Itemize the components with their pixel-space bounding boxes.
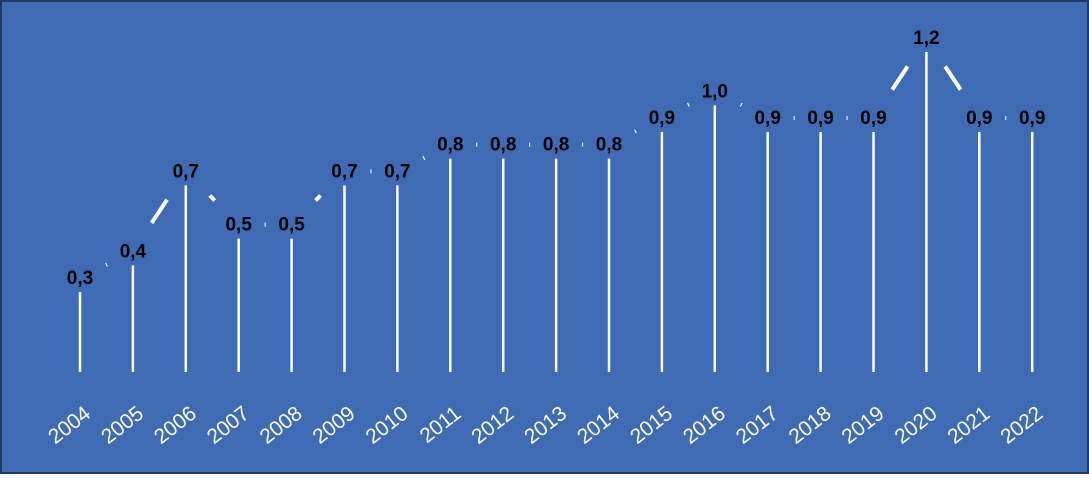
value-label-2007: 0,5 bbox=[225, 215, 252, 236]
line-segment-2015-2016 bbox=[686, 102, 690, 107]
value-label-2005: 0,4 bbox=[120, 241, 147, 262]
value-label-2017: 0,9 bbox=[754, 108, 780, 129]
value-label-2011: 0,8 bbox=[437, 135, 463, 156]
value-label-2006: 0,7 bbox=[173, 161, 199, 182]
value-label-2010: 0,7 bbox=[384, 161, 410, 182]
line-segment-2014-2015 bbox=[634, 129, 637, 134]
value-label-2019: 0,9 bbox=[860, 108, 886, 129]
value-label-2004: 0,3 bbox=[67, 268, 93, 289]
drop-lines bbox=[78, 52, 1034, 372]
value-label-2013: 0,8 bbox=[543, 135, 569, 156]
value-label-2008: 0,5 bbox=[278, 215, 305, 236]
line-segment-2005-2006 bbox=[149, 198, 169, 225]
line-segment-2004-2005 bbox=[105, 262, 108, 267]
value-label-2018: 0,9 bbox=[807, 108, 833, 129]
value-labels: 0,3 0,4 0,7 0,5 0,5 0,7 0,7 0,8 0,8 0,8 0,8 0,9 1,0 0… bbox=[67, 28, 1046, 289]
value-label-2012: 0,8 bbox=[490, 135, 516, 156]
line-segment-2008-2009 bbox=[314, 194, 322, 202]
line-segment-2010-2011 bbox=[422, 155, 426, 161]
value-label-2020: 1,2 bbox=[913, 28, 939, 49]
line-segment-2019-2020 bbox=[890, 65, 910, 91]
value-label-2014: 0,8 bbox=[596, 135, 622, 156]
line-segment-2006-2007 bbox=[208, 194, 217, 202]
value-label-2015: 0,9 bbox=[649, 108, 675, 129]
value-label-2021: 0,9 bbox=[966, 108, 992, 129]
value-label-2016: 1,0 bbox=[702, 81, 728, 102]
line-segment-2016-2017 bbox=[739, 102, 743, 107]
line-segment-2020-2021 bbox=[943, 65, 963, 91]
value-label-2009: 0,7 bbox=[331, 161, 357, 182]
value-label-2022: 0,9 bbox=[1019, 108, 1045, 129]
series-line bbox=[105, 65, 1007, 267]
